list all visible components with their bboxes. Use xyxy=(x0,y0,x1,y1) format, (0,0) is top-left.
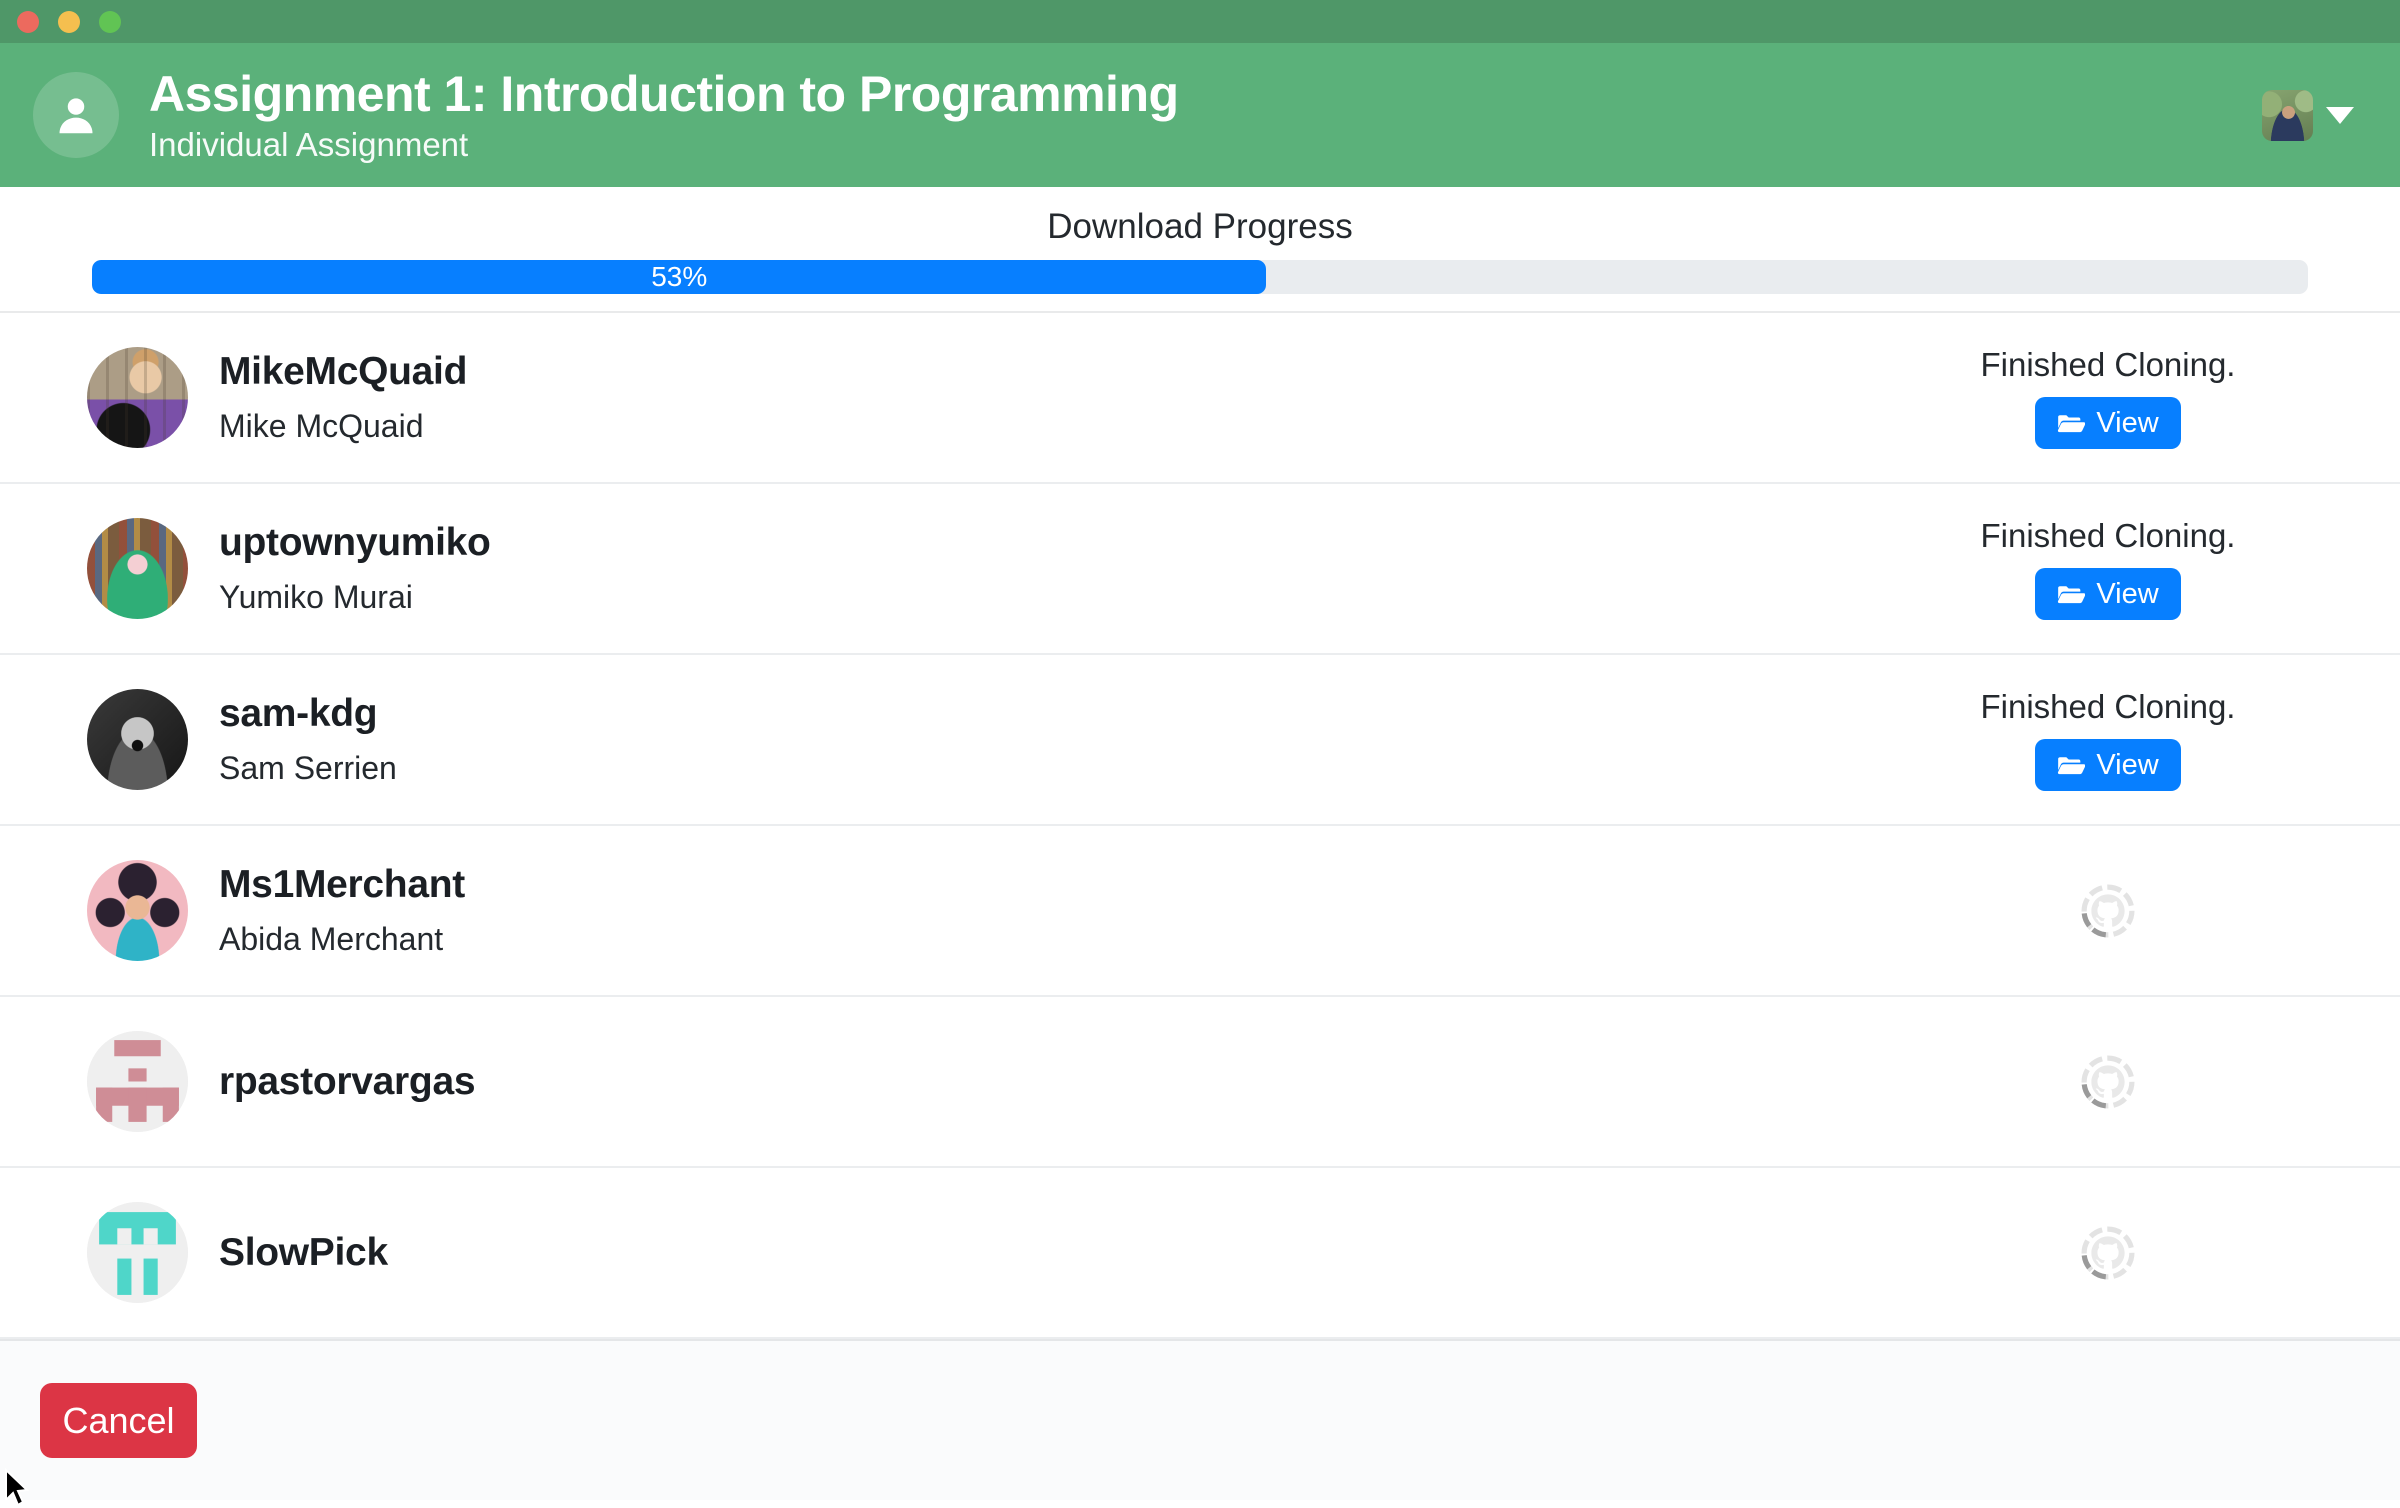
student-info: rpastorvargas xyxy=(219,1059,476,1103)
assignment-header: Assignment 1: Introduction to Programmin… xyxy=(0,43,2400,187)
student-row: rpastorvargas xyxy=(0,997,2400,1168)
octocat-spinner-icon xyxy=(2081,1055,2135,1109)
row-status-area xyxy=(1943,884,2273,938)
student-info: SlowPick xyxy=(219,1230,388,1274)
student-info: MikeMcQuaid Mike McQuaid xyxy=(219,350,468,445)
account-menu-button[interactable] xyxy=(2262,89,2354,141)
mouse-cursor-icon xyxy=(5,1468,30,1507)
student-row: SlowPick xyxy=(0,1168,2400,1339)
student-avatar xyxy=(87,860,188,961)
titlebar xyxy=(0,0,2400,43)
view-button-label: View xyxy=(2096,577,2159,610)
progress-bar-track: 53% xyxy=(92,260,2308,294)
page-title: Assignment 1: Introduction to Programmin… xyxy=(149,66,1179,122)
clone-status: Finished Cloning. xyxy=(1980,346,2236,383)
folder-open-icon xyxy=(2058,757,2086,775)
identicon-teal xyxy=(87,1202,188,1303)
view-button[interactable]: View xyxy=(2035,397,2181,449)
folder-open-icon xyxy=(2058,415,2086,433)
student-row: Ms1Merchant Abida Merchant xyxy=(0,826,2400,997)
row-status-area: Finished Cloning. View xyxy=(1943,517,2273,620)
student-username: Ms1Merchant xyxy=(219,863,465,906)
student-avatar xyxy=(87,1031,188,1132)
student-avatar xyxy=(87,347,188,448)
student-realname: Mike McQuaid xyxy=(219,408,424,444)
progress-fill: 53% xyxy=(92,260,1267,294)
clone-status: Finished Cloning. xyxy=(1980,688,2236,725)
student-info: Ms1Merchant Abida Merchant xyxy=(219,863,465,958)
student-username: sam-kdg xyxy=(219,692,378,735)
student-username: rpastorvargas xyxy=(219,1059,476,1103)
folder-open-icon xyxy=(2058,586,2086,604)
student-avatar xyxy=(87,518,188,619)
student-avatar xyxy=(87,1202,188,1303)
view-button[interactable]: View xyxy=(2035,568,2181,620)
view-button[interactable]: View xyxy=(2035,739,2181,791)
user-avatar xyxy=(2262,89,2313,141)
download-progress-section: Download Progress 53% xyxy=(0,187,2400,313)
clone-status: Finished Cloning. xyxy=(1980,517,2236,554)
student-username: MikeMcQuaid xyxy=(219,350,468,393)
progress-percent-label: 53% xyxy=(651,261,708,292)
student-row: uptownyumiko Yumiko Murai Finished Cloni… xyxy=(0,484,2400,655)
footer-bar: Cancel xyxy=(0,1339,2400,1500)
row-status-area: Finished Cloning. View xyxy=(1943,346,2273,449)
identicon-pink xyxy=(87,1031,188,1132)
student-username: SlowPick xyxy=(219,1230,388,1274)
student-row: MikeMcQuaid Mike McQuaid Finished Clonin… xyxy=(0,313,2400,484)
student-avatar xyxy=(87,689,188,790)
row-status-area: Finished Cloning. View xyxy=(1943,688,2273,791)
cancel-button[interactable]: Cancel xyxy=(40,1383,197,1458)
minimize-button[interactable] xyxy=(58,10,80,33)
page-subtitle: Individual Assignment xyxy=(149,126,469,163)
caret-down-icon xyxy=(2326,106,2354,124)
octocat-spinner-icon xyxy=(2081,1226,2135,1280)
close-button[interactable] xyxy=(17,10,39,33)
student-realname: Sam Serrien xyxy=(219,750,397,786)
view-button-label: View xyxy=(2096,406,2159,439)
person-icon xyxy=(33,72,119,158)
row-status-area xyxy=(1943,1226,2273,1280)
progress-heading: Download Progress xyxy=(1047,207,1353,246)
zoom-button[interactable] xyxy=(99,10,121,33)
student-realname: Abida Merchant xyxy=(219,921,444,957)
student-info: uptownyumiko Yumiko Murai xyxy=(219,521,491,616)
student-info: sam-kdg Sam Serrien xyxy=(219,692,397,787)
octocat-spinner-icon xyxy=(2081,884,2135,938)
person-icon-glyph xyxy=(59,98,93,134)
student-realname: Yumiko Murai xyxy=(219,579,413,615)
assignment-header-text: Assignment 1: Introduction to Programmin… xyxy=(149,64,1179,166)
student-username: uptownyumiko xyxy=(219,521,491,564)
student-list: MikeMcQuaid Mike McQuaid Finished Clonin… xyxy=(0,313,2400,1339)
student-row: sam-kdg Sam Serrien Finished Cloning. Vi… xyxy=(0,655,2400,826)
view-button-label: View xyxy=(2096,748,2159,781)
row-status-area xyxy=(1943,1055,2273,1109)
